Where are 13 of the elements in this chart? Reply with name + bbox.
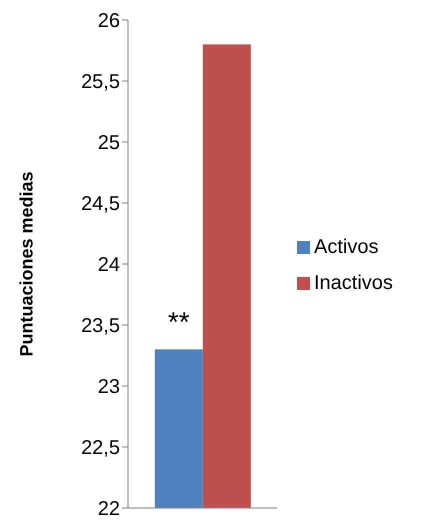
- y-tick-label: 24: [98, 254, 120, 276]
- y-tick-label: 25: [98, 132, 120, 154]
- legend-label: Inactivos: [314, 272, 393, 294]
- y-axis-title: Puntuaciones medias: [16, 171, 36, 357]
- y-tick-label: 23: [98, 376, 120, 398]
- y-tick-label: 26: [98, 10, 120, 32]
- legend-label: Activos: [314, 236, 378, 258]
- y-tick-label: 25,5: [81, 71, 120, 94]
- y-tick-label: 24,5: [81, 193, 120, 216]
- annotation: **: [168, 306, 190, 338]
- y-tick-label: 22,5: [81, 437, 120, 460]
- y-tick-label: 23,5: [81, 315, 120, 338]
- y-tick-label: 22: [98, 498, 120, 520]
